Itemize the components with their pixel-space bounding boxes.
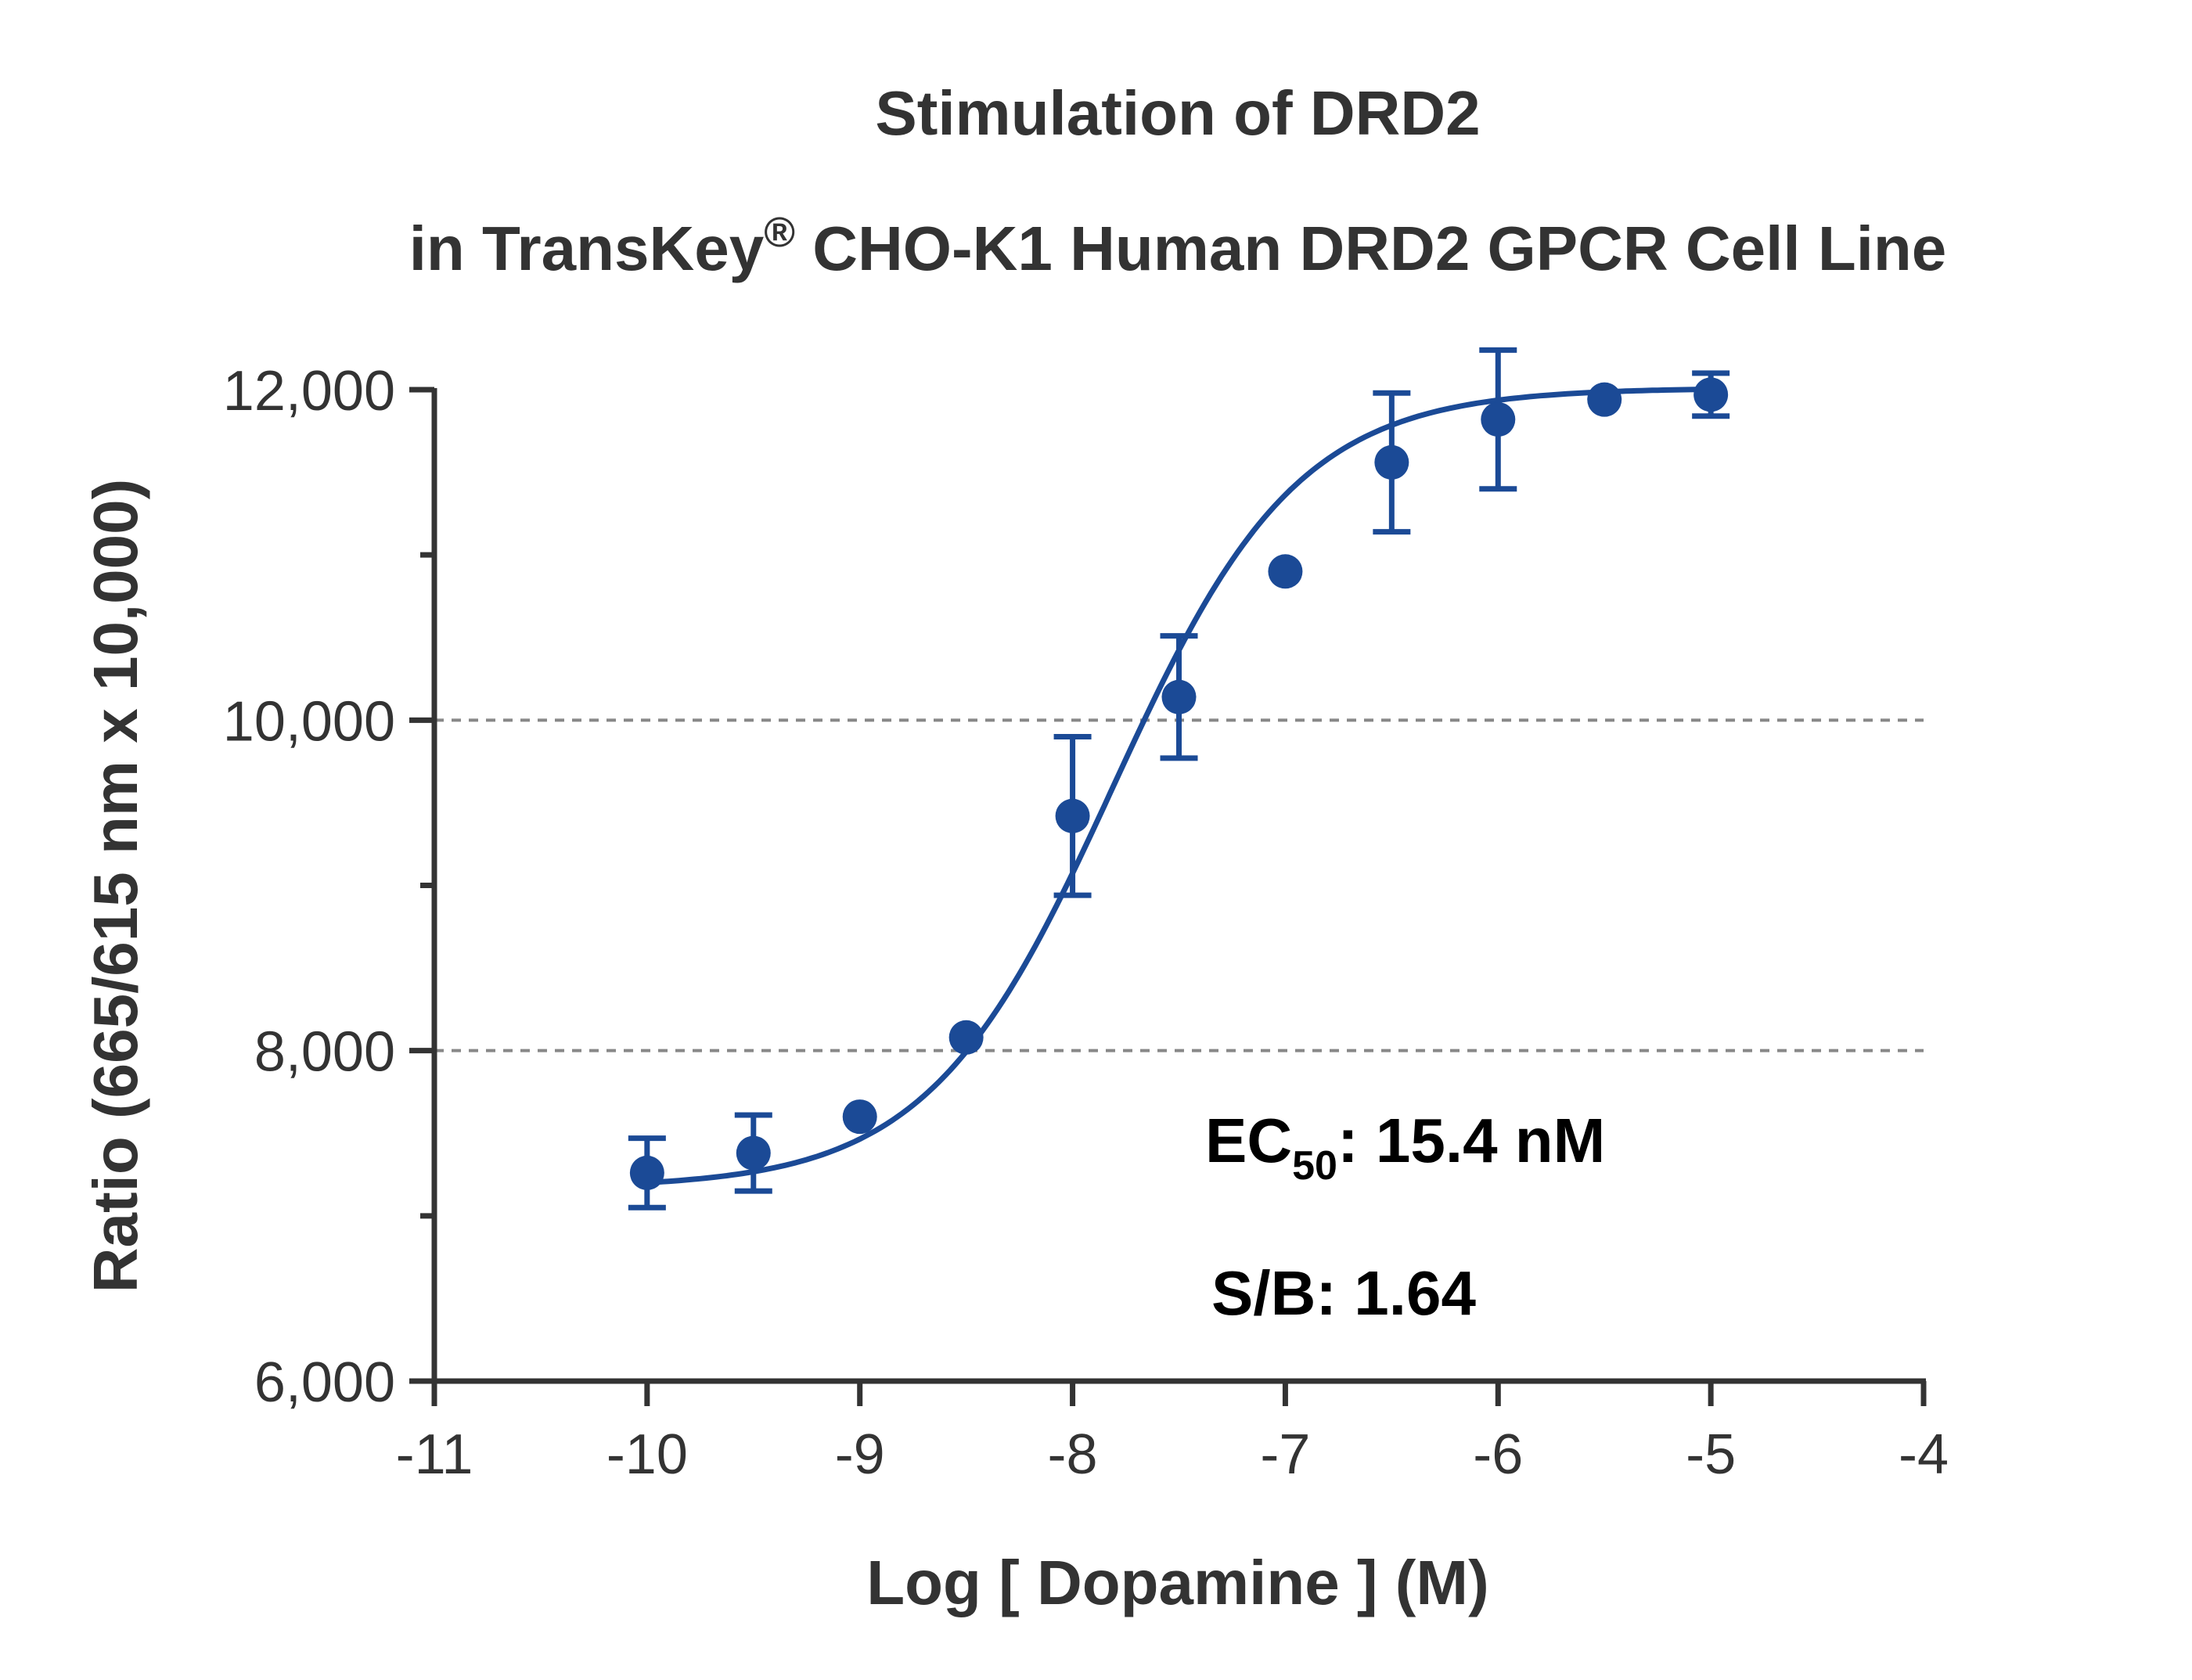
x-tick-label: -7 bbox=[1260, 1423, 1310, 1486]
data-point bbox=[1693, 377, 1729, 412]
ec50-annotation: EC50: 15.4 nM bbox=[1205, 1106, 1605, 1189]
data-point bbox=[842, 1099, 877, 1135]
x-tick-label: -5 bbox=[1686, 1423, 1736, 1486]
chart-title-line2: in TransKey® CHO-K1 Human DRD2 GPCR Cell… bbox=[409, 209, 1947, 283]
fit-curve bbox=[646, 387, 1711, 1185]
data-point bbox=[1268, 554, 1303, 589]
y-tick-label: 8,000 bbox=[254, 1021, 395, 1084]
x-axis-title: Log [ Dopamine ] (M) bbox=[866, 1548, 1488, 1617]
chart-title-line1: Stimulation of DRD2 bbox=[875, 78, 1480, 148]
chart-title-line2-pre: in TransKey bbox=[409, 214, 765, 283]
gridlines bbox=[434, 718, 1924, 1052]
ec50-value: : 15.4 nM bbox=[1337, 1106, 1605, 1175]
y-tick-label: 10,000 bbox=[223, 690, 395, 753]
data-point bbox=[736, 1135, 771, 1171]
x-tick-label: -11 bbox=[396, 1423, 473, 1486]
data-point bbox=[1374, 444, 1409, 480]
x-tick-label: -8 bbox=[1048, 1423, 1098, 1486]
data-point bbox=[629, 1155, 664, 1190]
chart-title-line2-post: CHO-K1 Human DRD2 GPCR Cell Line bbox=[795, 214, 1946, 283]
ec50-subscript: 50 bbox=[1292, 1143, 1337, 1189]
x-tick-label: -6 bbox=[1473, 1423, 1523, 1486]
x-tick-label: -4 bbox=[1899, 1423, 1949, 1486]
data-point bbox=[1055, 798, 1090, 833]
y-axis-title: Ratio (665/615 nm x 10,000) bbox=[81, 479, 150, 1293]
x-tick-label: -10 bbox=[606, 1423, 688, 1486]
y-tick-label: 12,000 bbox=[223, 360, 395, 423]
y-tick-label: 6,000 bbox=[254, 1351, 395, 1414]
plot-area bbox=[628, 347, 1730, 1211]
data-point bbox=[1587, 382, 1622, 417]
data-point bbox=[1161, 679, 1197, 714]
data-point bbox=[948, 1020, 984, 1055]
data-point bbox=[1481, 402, 1516, 437]
ec50-prefix: EC bbox=[1205, 1106, 1292, 1175]
chart-title-registered-mark: ® bbox=[764, 209, 795, 256]
sb-annotation: S/B: 1.64 bbox=[1211, 1258, 1476, 1328]
x-tick-label: -9 bbox=[835, 1423, 885, 1486]
axes: -11 -10 -9 -8 -7 -6 -5 -4 6,000 8,000 10,000 12,000 bbox=[223, 360, 1949, 1486]
